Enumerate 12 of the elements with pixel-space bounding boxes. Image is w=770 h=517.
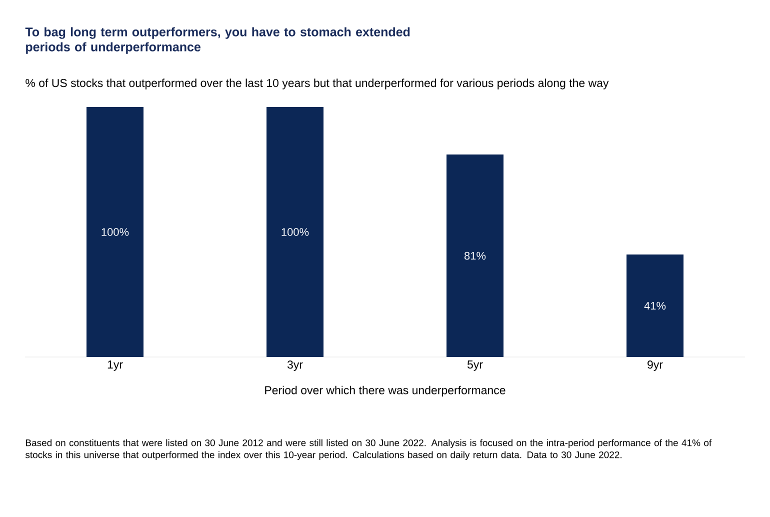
x-tick-label: 1yr [108,360,123,371]
x-tick-label: 9yr [648,360,663,371]
x-axis-title: Period over which there was underperformance [265,386,506,397]
chart-subtitle: % of US stocks that outperformed over the last 10 years but that underperformed for various periods along the way [26,78,609,90]
x-tick-label: 5yr [467,360,483,371]
data-label: 41% [644,302,666,310]
data-label: 100% [102,228,129,236]
chart-title: To bag long term outperformers, you have to stomach extended periods of underperformance [25,27,410,54]
data-label: 81% [464,252,486,260]
data-label: 100% [282,228,309,236]
x-tick-label: 3yr [287,360,303,371]
text: Based on constituents that were listed on 30 June 2012 and were still listed on 30 June 2022. Analysis is focused on the intra-period performance of the 41% of stocks in this universe that outperformed the index over this 10-year period. Calculations based on daily return data. Data to 30 June 2022. [25,439,712,460]
